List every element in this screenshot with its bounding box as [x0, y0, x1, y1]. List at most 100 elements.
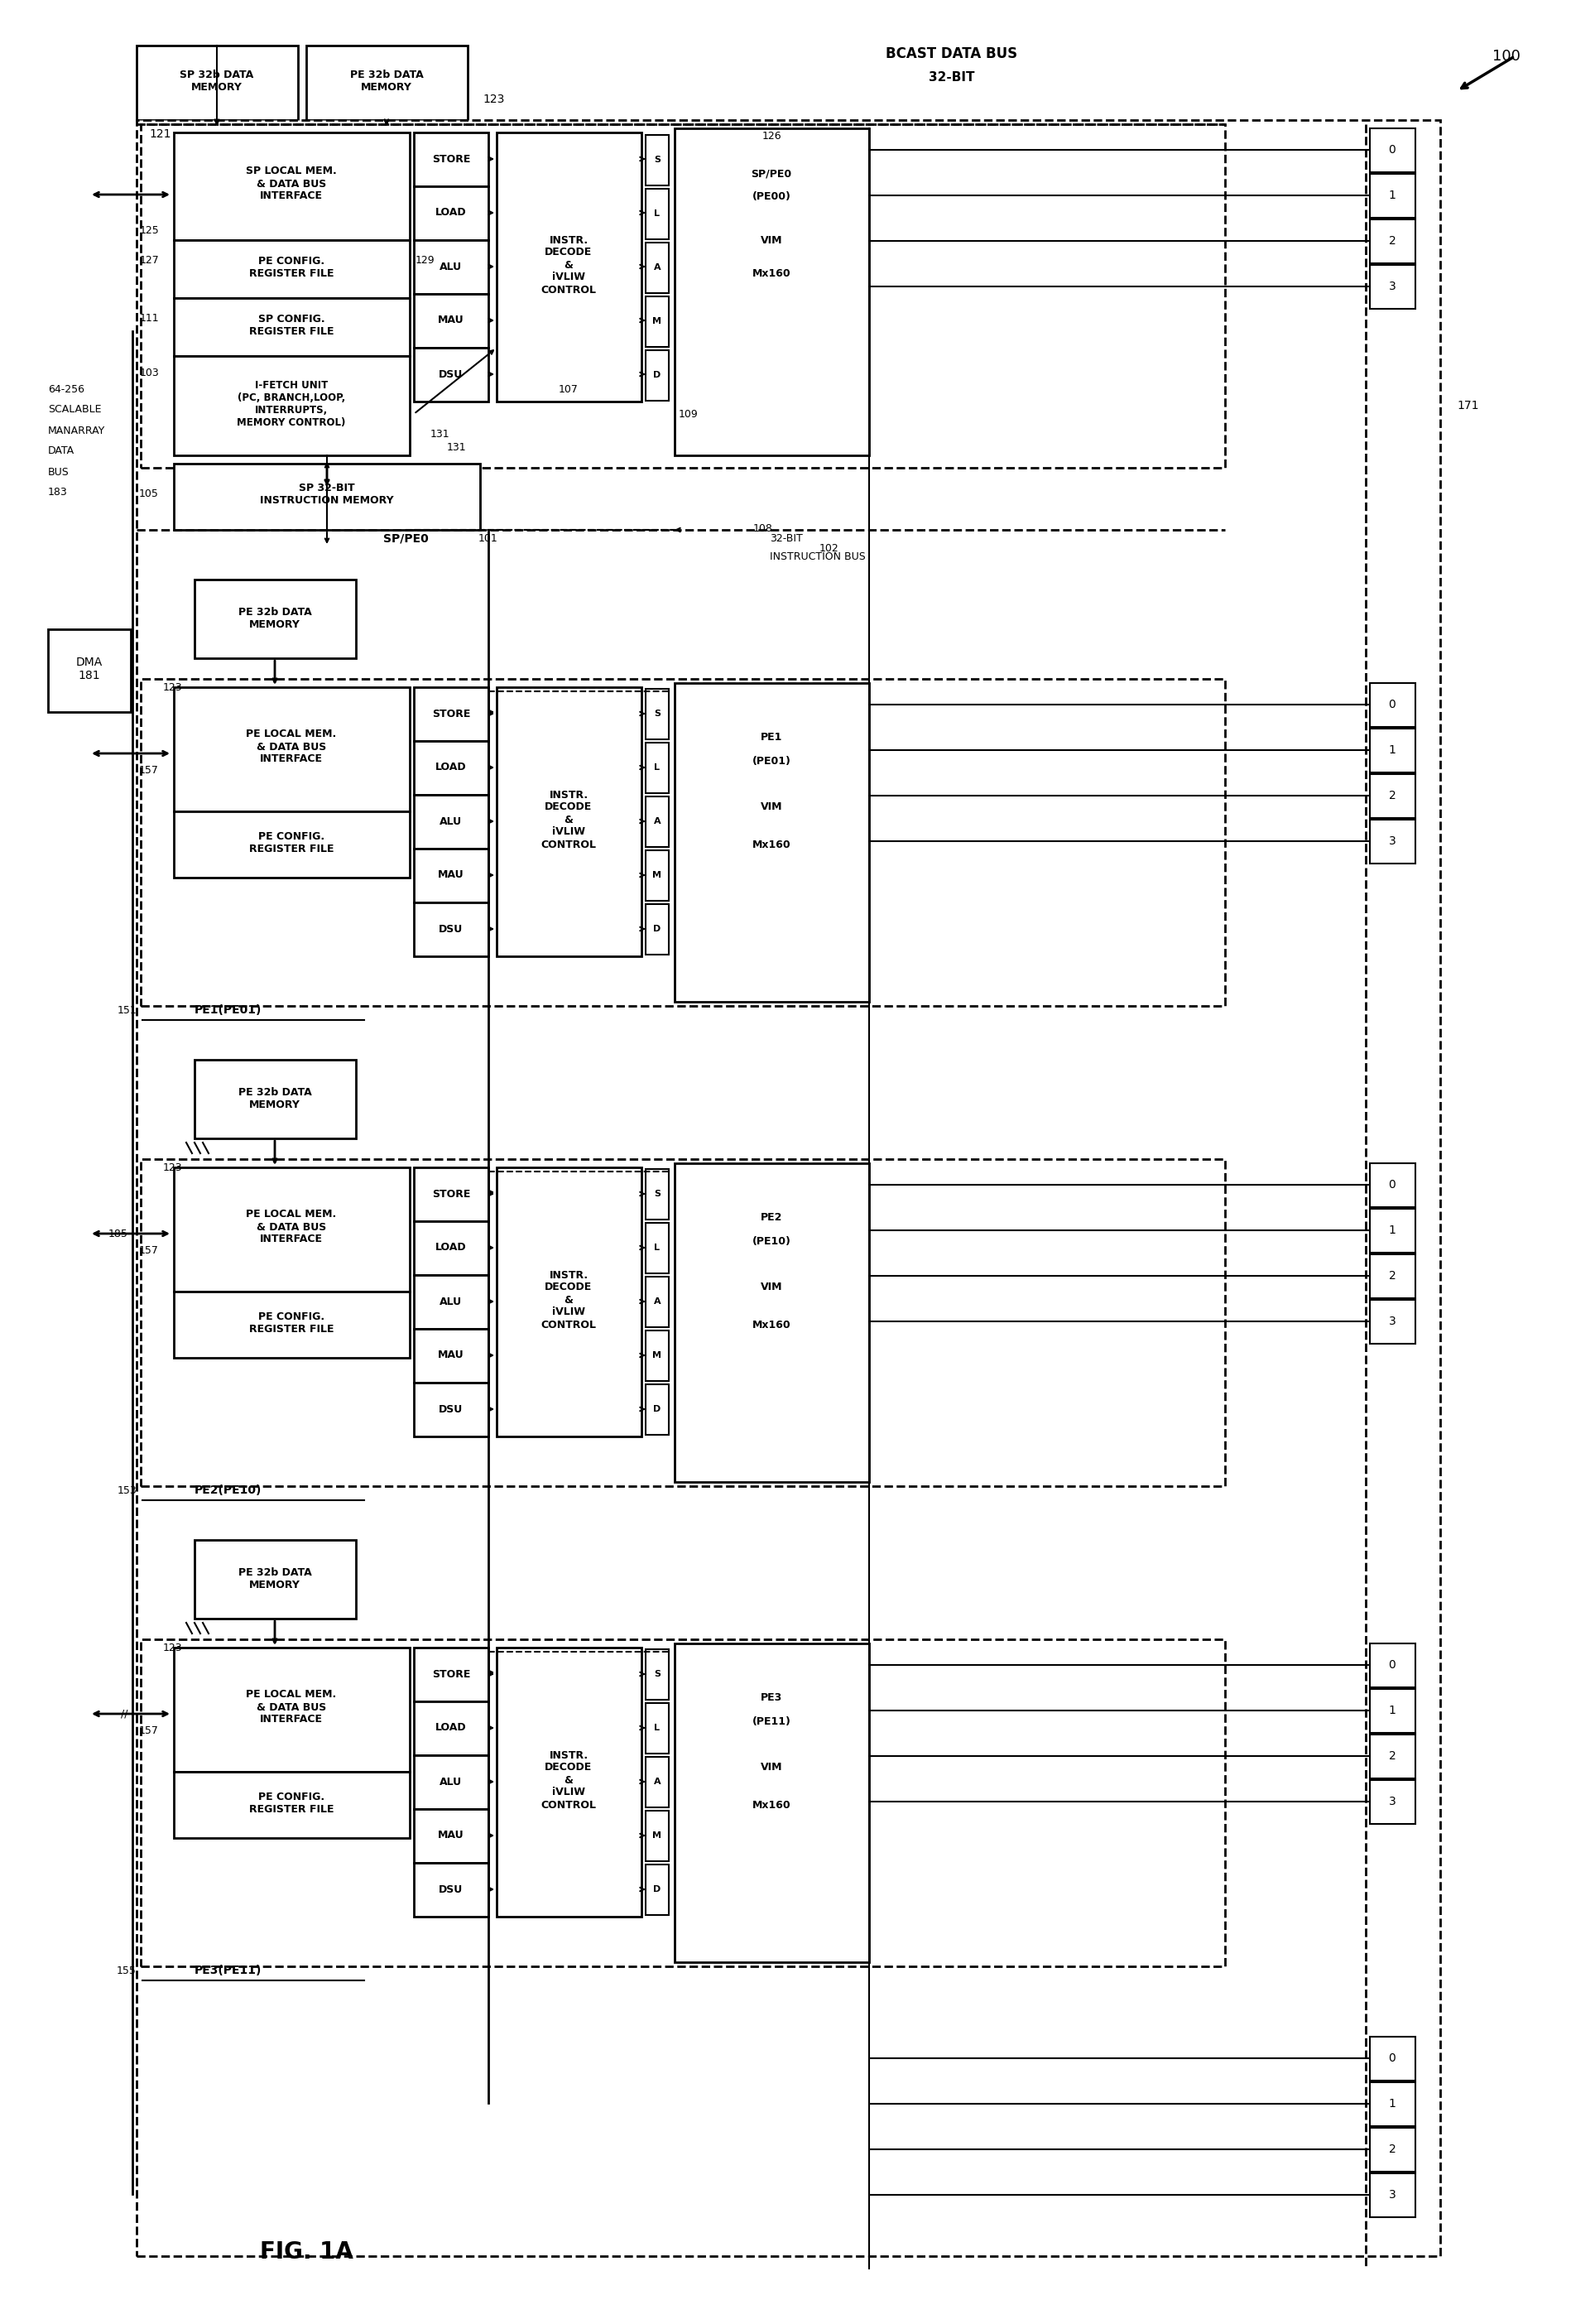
- Text: D: D: [654, 1406, 661, 1413]
- Text: M: M: [652, 1831, 661, 1841]
- Text: 131: 131: [448, 442, 467, 453]
- Bar: [646, 1650, 669, 1699]
- Bar: [646, 135, 669, 186]
- Text: SP/PE0: SP/PE0: [751, 167, 792, 179]
- Bar: [646, 1222, 669, 1274]
- Text: PE LOCAL MEM.
& DATA BUS
INTERFACE: PE LOCAL MEM. & DATA BUS INTERFACE: [247, 1690, 336, 1724]
- Text: //: //: [121, 1708, 129, 1720]
- Bar: [413, 688, 489, 741]
- Text: Mx160: Mx160: [753, 1799, 790, 1810]
- Text: INSTR.
DECODE
&
iVLIW
CONTROL: INSTR. DECODE & iVLIW CONTROL: [540, 1269, 597, 1329]
- Bar: [49, 630, 130, 711]
- Bar: [646, 1329, 669, 1380]
- Bar: [195, 1060, 357, 1139]
- Text: 2: 2: [1389, 1750, 1397, 1762]
- Text: VIM: VIM: [760, 1283, 782, 1292]
- Text: LOAD: LOAD: [435, 207, 467, 218]
- Text: STORE: STORE: [432, 1188, 470, 1199]
- Text: PE 32b DATA
MEMORY: PE 32b DATA MEMORY: [350, 70, 423, 93]
- Text: 102: 102: [820, 544, 839, 553]
- Bar: [1370, 1643, 1415, 1687]
- Bar: [1370, 2173, 1415, 2217]
- Bar: [174, 1771, 410, 1838]
- Text: M: M: [652, 316, 661, 325]
- Text: 0: 0: [1389, 144, 1397, 156]
- Bar: [1370, 1255, 1415, 1299]
- Text: ALU: ALU: [440, 1776, 462, 1787]
- Text: 151: 151: [116, 1004, 137, 1016]
- Text: 121: 121: [149, 128, 171, 139]
- Bar: [413, 239, 489, 293]
- Bar: [306, 46, 468, 121]
- Text: 2: 2: [1389, 1269, 1397, 1281]
- Text: VIM: VIM: [760, 1762, 782, 1773]
- Bar: [174, 297, 410, 356]
- Text: 1: 1: [1389, 191, 1397, 202]
- Text: PE1(PE01): PE1(PE01): [195, 1004, 262, 1016]
- Text: VIM: VIM: [760, 235, 782, 246]
- Bar: [413, 132, 489, 186]
- Bar: [413, 186, 489, 239]
- Text: INSTR.
DECODE
&
iVLIW
CONTROL: INSTR. DECODE & iVLIW CONTROL: [540, 1750, 597, 1810]
- Text: LOAD: LOAD: [435, 762, 467, 774]
- Text: DSU: DSU: [438, 1404, 463, 1415]
- Text: S: S: [654, 156, 660, 165]
- Bar: [174, 811, 410, 878]
- Text: 64-256: 64-256: [49, 383, 85, 395]
- Bar: [1370, 218, 1415, 263]
- Text: 100: 100: [1492, 49, 1521, 63]
- Bar: [646, 1276, 669, 1327]
- Text: BCAST DATA BUS: BCAST DATA BUS: [886, 46, 1018, 60]
- Bar: [1370, 265, 1415, 309]
- Text: Mx160: Mx160: [753, 1320, 790, 1329]
- Bar: [646, 242, 669, 293]
- Bar: [496, 132, 641, 402]
- Text: PE3: PE3: [760, 1692, 782, 1703]
- Text: (PE01): (PE01): [753, 755, 790, 767]
- Bar: [141, 1160, 1225, 1485]
- Text: 101: 101: [479, 532, 498, 544]
- Bar: [174, 1292, 410, 1357]
- Text: DSU: DSU: [438, 370, 463, 379]
- Bar: [413, 848, 489, 902]
- Bar: [1370, 683, 1415, 727]
- Text: 155: 155: [116, 1966, 137, 1975]
- Text: STORE: STORE: [432, 1669, 470, 1680]
- Text: 129: 129: [415, 256, 435, 267]
- Text: PE CONFIG.
REGISTER FILE: PE CONFIG. REGISTER FILE: [248, 1792, 333, 1815]
- Text: L: L: [654, 1724, 660, 1731]
- Text: 2: 2: [1389, 235, 1397, 246]
- Text: 123: 123: [162, 681, 182, 693]
- Bar: [195, 579, 357, 658]
- Text: 111: 111: [140, 314, 159, 323]
- Bar: [674, 683, 869, 1002]
- Text: 105: 105: [140, 488, 159, 500]
- Bar: [1370, 174, 1415, 218]
- Bar: [496, 688, 641, 955]
- Text: 3: 3: [1389, 281, 1397, 293]
- Bar: [1370, 2129, 1415, 2171]
- Text: INSTR.
DECODE
&
iVLIW
CONTROL: INSTR. DECODE & iVLIW CONTROL: [540, 790, 597, 851]
- Bar: [674, 1643, 869, 1961]
- Bar: [496, 1648, 641, 1917]
- Text: A: A: [654, 263, 661, 272]
- Bar: [646, 688, 669, 739]
- Bar: [1370, 1208, 1415, 1253]
- Text: A: A: [654, 1297, 661, 1306]
- Bar: [1370, 2036, 1415, 2080]
- Text: 157: 157: [140, 1246, 159, 1255]
- Bar: [137, 46, 298, 121]
- Bar: [646, 297, 669, 346]
- Text: STORE: STORE: [432, 709, 470, 718]
- Text: 157: 157: [140, 1724, 159, 1736]
- Text: D: D: [654, 1885, 661, 1894]
- Bar: [413, 1648, 489, 1701]
- Text: PE 32b DATA
MEMORY: PE 32b DATA MEMORY: [239, 607, 311, 630]
- Bar: [646, 851, 669, 902]
- Bar: [646, 797, 669, 846]
- Text: 0: 0: [1389, 1659, 1397, 1671]
- Bar: [174, 1648, 410, 1771]
- Bar: [413, 1167, 489, 1220]
- Text: S: S: [654, 1671, 660, 1678]
- Text: (PE11): (PE11): [753, 1717, 790, 1727]
